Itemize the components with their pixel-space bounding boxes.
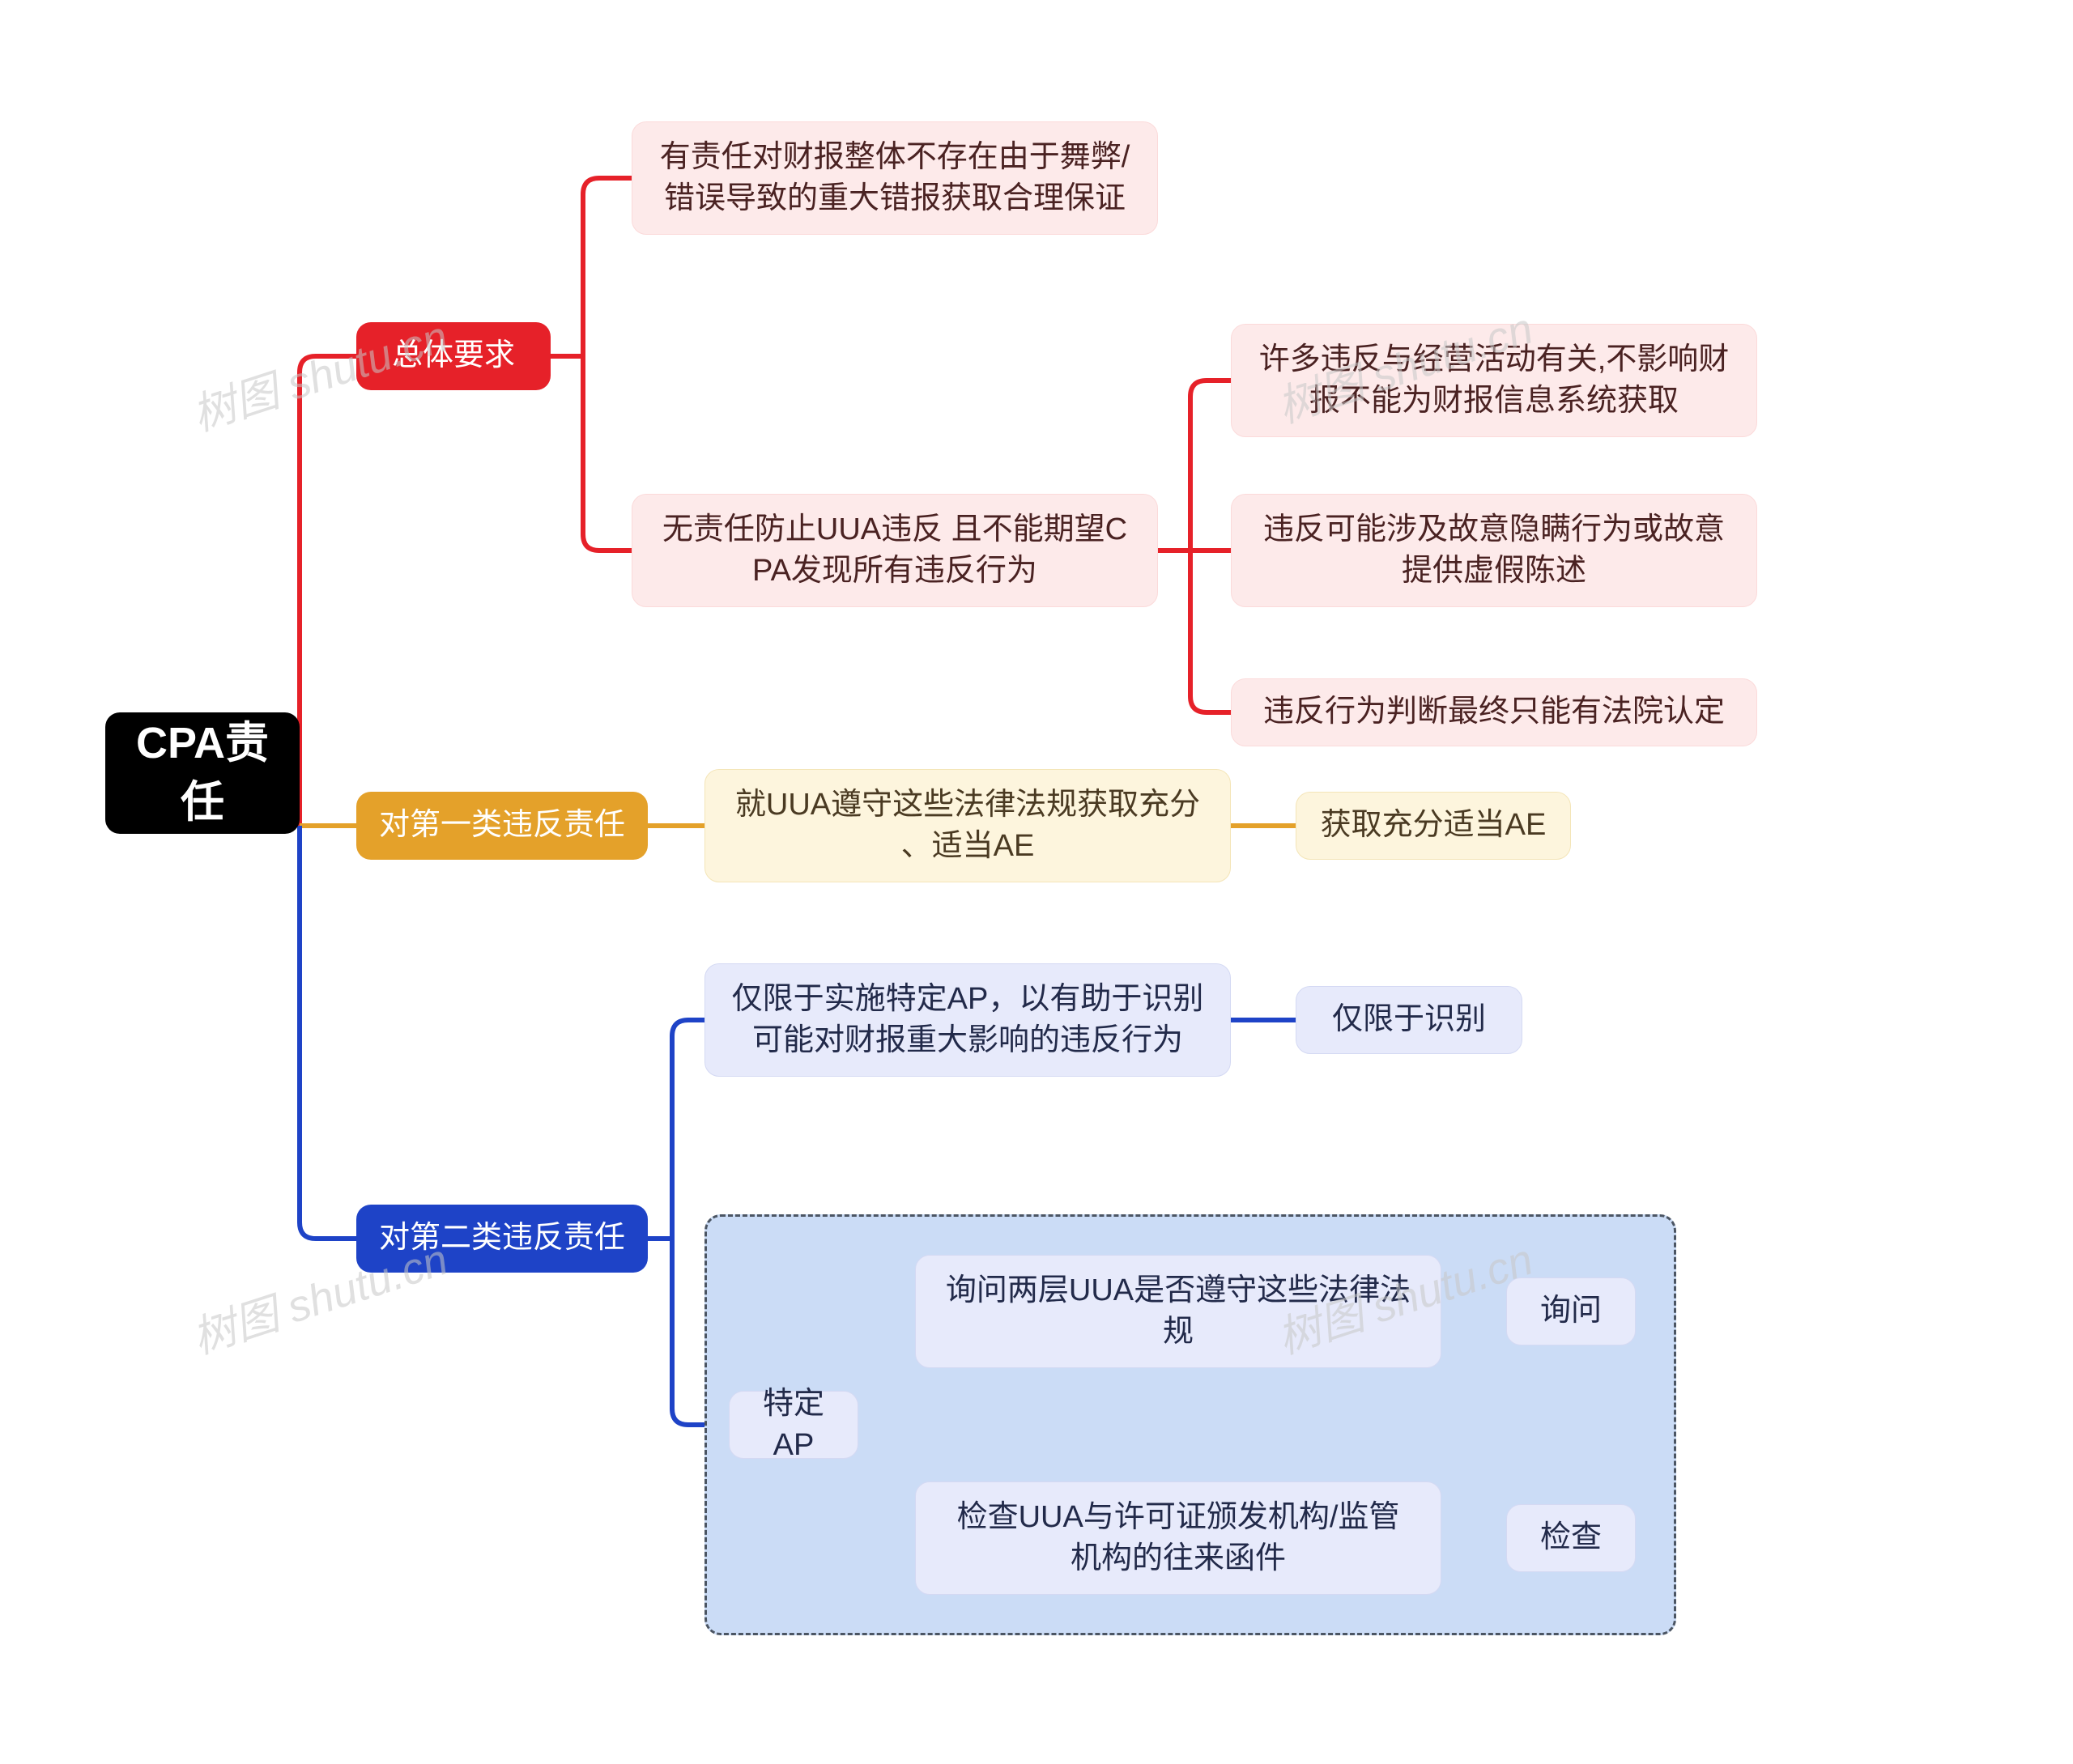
node-violation-court[interactable]: 违反行为判断最终只能有法院认定 (1231, 678, 1757, 746)
node-inquire[interactable]: 询问 (1506, 1277, 1636, 1345)
node-obtain-ae[interactable]: 获取充分适当AE (1296, 792, 1571, 860)
branch-overall[interactable]: 总体要求 (356, 322, 551, 390)
branch-first-category[interactable]: 对第一类违反责任 (356, 792, 648, 860)
node-specific-ap[interactable]: 特定AP (729, 1391, 858, 1459)
node-violation-operations[interactable]: 许多违反与经营活动有关,不影响财 报不能为财报信息系统获取 (1231, 324, 1757, 437)
node-limited-ap[interactable]: 仅限于实施特定AP，以有助于识别 可能对财报重大影响的违反行为 (704, 963, 1231, 1077)
node-responsibility-fraud[interactable]: 有责任对财报整体不存在由于舞弊/ 错误导致的重大错报获取合理保证 (632, 121, 1158, 235)
node-limited-identify[interactable]: 仅限于识别 (1296, 986, 1522, 1054)
node-inspect-uua[interactable]: 检查UUA与许可证颁发机构/监管 机构的往来函件 (915, 1481, 1441, 1595)
node-no-responsibility-uua[interactable]: 无责任防止UUA违反 且不能期望C PA发现所有违反行为 (632, 494, 1158, 607)
root-node[interactable]: CPA责任 (105, 712, 300, 834)
node-violation-intentional[interactable]: 违反可能涉及故意隐瞒行为或故意 提供虚假陈述 (1231, 494, 1757, 607)
node-uua-compliance-ae[interactable]: 就UUA遵守这些法律法规获取充分 、适当AE (704, 769, 1231, 882)
branch-second-category[interactable]: 对第二类违反责任 (356, 1205, 648, 1273)
node-inspect[interactable]: 检查 (1506, 1504, 1636, 1572)
node-inquire-uua[interactable]: 询问两层UUA是否遵守这些法律法 规 (915, 1255, 1441, 1368)
